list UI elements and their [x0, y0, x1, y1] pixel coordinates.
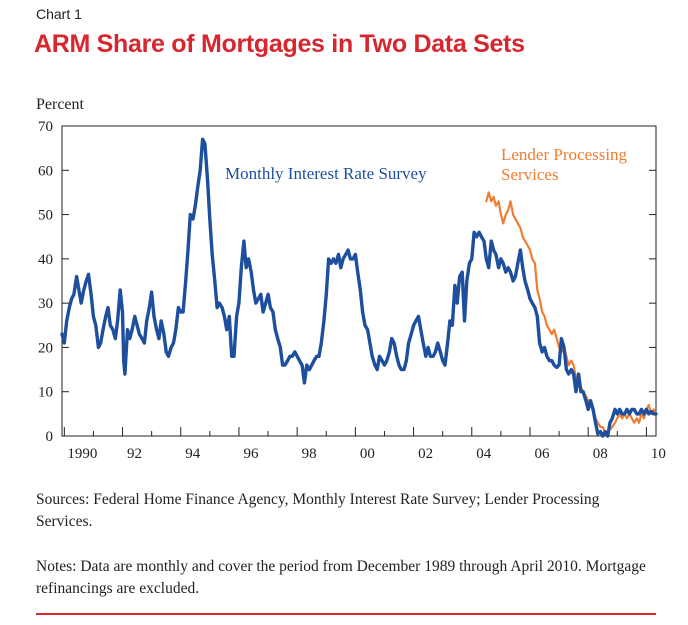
chart-number: Chart 1 — [36, 6, 82, 22]
y-axis: 0 10 20 30 40 50 60 70 — [38, 119, 656, 445]
series-label-lps: Lender Processing — [501, 145, 628, 164]
y-tick-label: 60 — [38, 163, 53, 179]
series-line-lps — [485, 191, 658, 433]
y-tick-label: 50 — [38, 208, 53, 224]
series-line-mirs — [60, 137, 658, 438]
plot-frame — [61, 125, 657, 437]
y-axis-label: Percent — [36, 96, 84, 113]
x-tick-label: 02 — [418, 446, 433, 462]
chart-title: ARM Share of Mortgages in Two Data Sets — [34, 30, 525, 58]
x-tick-label: 08 — [593, 446, 608, 462]
y-tick-label: 40 — [38, 252, 53, 268]
x-tick-label: 04 — [476, 446, 492, 462]
y-tick-label: 30 — [38, 296, 53, 312]
x-tick-label: 00 — [360, 446, 375, 462]
y-tick-label: 10 — [38, 385, 53, 401]
y-tick-label: 0 — [46, 429, 54, 445]
notes-text: Notes: Data are monthly and cover the pe… — [36, 558, 646, 597]
x-tick-label: 98 — [302, 446, 317, 462]
x-axis: 1990 92 94 96 98 00 02 04 06 08 10 — [63, 427, 666, 462]
bottom-rule — [36, 613, 656, 615]
x-tick-label: 1990 — [67, 446, 97, 462]
x-tick-label: 96 — [243, 446, 259, 462]
sources-note: Sources: Federal Home Finance Agency, Mo… — [36, 491, 600, 530]
series-annotations: Monthly Interest Rate Survey Lender Proce… — [225, 145, 628, 184]
line-chart: 0 10 20 30 40 50 60 70 1990 92 94 96 98 00 02 04 06 08 10… — [38, 119, 666, 462]
y-tick-label: 70 — [38, 119, 53, 135]
series-label-mirs: Monthly Interest Rate Survey — [225, 164, 427, 183]
y-tick-label: 20 — [38, 340, 53, 356]
series-label-lps: Services — [501, 165, 559, 184]
x-tick-label: 92 — [127, 446, 142, 462]
x-tick-label: 10 — [651, 446, 666, 462]
x-tick-label: 06 — [534, 446, 550, 462]
x-tick-label: 94 — [185, 446, 201, 462]
series-lines — [60, 137, 658, 438]
